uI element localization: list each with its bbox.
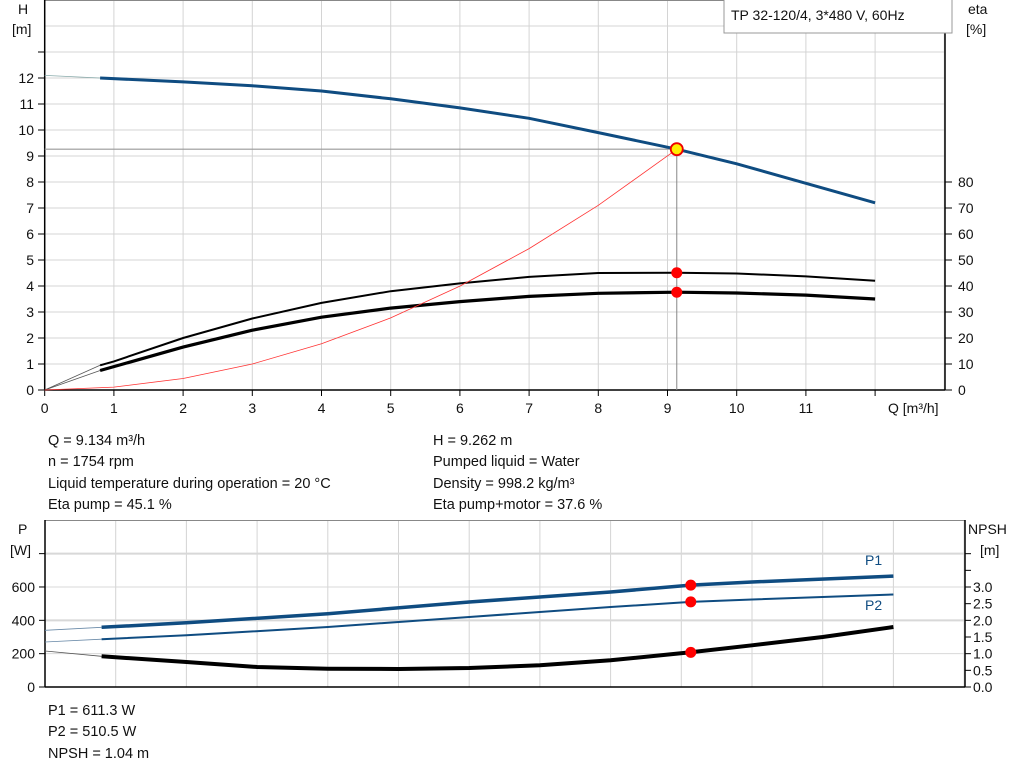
y-tick-label: 10	[18, 122, 34, 138]
eta-total-duty-marker	[671, 286, 683, 298]
y-axis-label-h: H	[18, 1, 28, 17]
head-duty-marker	[669, 142, 684, 157]
y2-tick-label: 70	[958, 200, 974, 216]
y-tick-label: 0	[26, 382, 34, 398]
P2-curve-extension	[44, 638, 102, 643]
NPSH-duty-marker	[685, 646, 697, 658]
eta_pump-curve	[99, 271, 876, 367]
eta_total-curve	[99, 290, 876, 373]
eta_total-curve-extension	[44, 370, 101, 391]
x-tick-label: 4	[318, 400, 326, 416]
x-tick-label: 11	[799, 400, 814, 416]
y-tick-label: 5	[26, 252, 34, 268]
y-tick-label: 8	[26, 174, 34, 190]
x-tick-label: 1	[110, 400, 118, 416]
y2-tick-label: 30	[958, 304, 974, 320]
npsh-tick-label: 0.5	[973, 662, 993, 678]
npsh-tick-label: 1.5	[973, 629, 993, 645]
y2-tick-label: 20	[958, 330, 974, 346]
x-tick-label: 9	[664, 400, 672, 416]
y2-tick-label: 50	[958, 252, 974, 268]
y-tick-label: 7	[26, 200, 34, 216]
eta_pump-curve-extension	[44, 364, 101, 391]
y-axis-label-p: P	[18, 521, 27, 537]
p-tick-label: 0	[27, 679, 35, 695]
NPSH-curve-extension	[44, 650, 102, 657]
P1-curve-extension	[44, 626, 102, 631]
y2-tick-label: 60	[958, 226, 974, 242]
info-panel: Q = 9.134 m³/h n = 1754 rpm Liquid tempe…	[48, 433, 602, 762]
x-tick-label: 7	[525, 400, 533, 416]
series-label-p2: P2	[865, 597, 882, 613]
info-p2: P2 = 510.5 W	[48, 724, 137, 740]
npsh-tick-label: 0.0	[973, 679, 993, 695]
y2-tick-label: 40	[958, 278, 974, 294]
head-curve-extension	[44, 75, 101, 79]
y-axis-unit-p: [W]	[10, 542, 31, 558]
system-curve	[44, 148, 678, 391]
info-h: H = 9.262 m	[433, 433, 512, 449]
y-tick-label: 12	[18, 70, 34, 86]
x-tick-label: 2	[179, 400, 187, 416]
x-tick-label: 8	[594, 400, 602, 416]
x-tick-label: 5	[387, 400, 395, 416]
info-n: n = 1754 rpm	[48, 454, 134, 470]
P1-duty-marker	[685, 579, 697, 591]
info-p1: P1 = 611.3 W	[48, 703, 135, 719]
y2-axis-label-npsh: NPSH	[968, 521, 1007, 537]
info-eta-pump: Eta pump = 45.1 %	[48, 497, 172, 513]
chart-title: TP 32-120/4, 3*480 V, 60Hz	[731, 7, 905, 23]
p-tick-label: 400	[12, 612, 36, 628]
P1-curve	[101, 574, 894, 630]
series-label-p1: P1	[865, 552, 882, 568]
y-tick-label: 1	[26, 356, 34, 372]
npsh-tick-label: 3.0	[973, 579, 993, 595]
y2-axis-unit-eta: [%]	[966, 21, 986, 37]
chart-marks	[44, 75, 894, 672]
y-tick-label: 9	[26, 148, 34, 164]
y-tick-label: 2	[26, 330, 34, 346]
eta-pump-duty-marker	[671, 267, 683, 279]
info-eta-total: Eta pump+motor = 37.6 %	[433, 497, 602, 513]
NPSH-curve	[101, 625, 894, 672]
x-tick-label: 6	[456, 400, 464, 416]
y-axis-unit-h: [m]	[12, 21, 31, 37]
y2-tick-label: 10	[958, 356, 974, 372]
info-liquid: Pumped liquid = Water	[433, 454, 580, 470]
info-npsh: NPSH = 1.04 m	[48, 746, 149, 762]
x-tick-label: 0	[41, 400, 49, 416]
head-curve	[100, 76, 876, 205]
bottom-grid: 0 200 400 600 0.00.51.01.52.02.53.0	[12, 520, 993, 695]
p-tick-label: 200	[12, 646, 36, 662]
x-tick-label: 10	[729, 400, 745, 416]
y2-tick-label: 80	[958, 174, 974, 190]
y-tick-label: 3	[26, 304, 34, 320]
npsh-tick-label: 2.5	[973, 596, 993, 612]
x-tick-label: 3	[248, 400, 256, 416]
y2-axis-unit-npsh: [m]	[980, 542, 999, 558]
npsh-tick-label: 1.0	[973, 646, 993, 662]
x-axis-label: Q [m³/h]	[888, 400, 939, 416]
info-temp: Liquid temperature during operation = 20…	[48, 476, 331, 492]
y-tick-label: 11	[19, 96, 34, 112]
info-q: Q = 9.134 m³/h	[48, 433, 145, 449]
y-tick-label: 6	[26, 226, 34, 242]
P2-curve	[101, 593, 894, 641]
info-density: Density = 998.2 kg/m³	[433, 476, 575, 492]
P2-duty-marker	[685, 596, 697, 608]
y2-tick-label: 0	[958, 382, 966, 398]
y-tick-label: 4	[26, 278, 34, 294]
title-box	[723, 0, 953, 34]
y2-axis-label-eta: eta	[968, 1, 988, 17]
npsh-tick-label: 2.0	[973, 612, 993, 628]
p-tick-label: 600	[12, 579, 36, 595]
